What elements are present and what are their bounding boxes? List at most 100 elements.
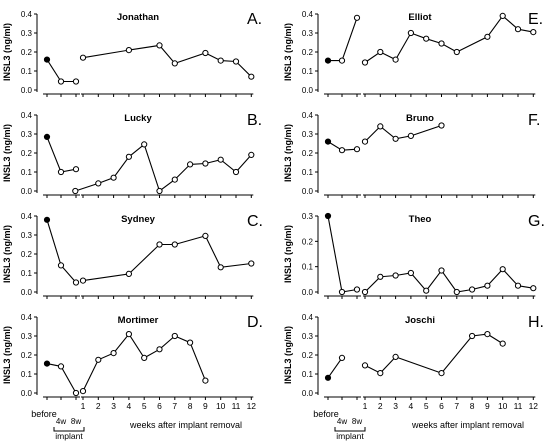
data-point: [423, 287, 430, 294]
x-label-8w: 8w: [71, 417, 81, 426]
data-point: [530, 28, 537, 36]
data-point: [407, 29, 414, 37]
data-point: [110, 350, 117, 357]
y-tick-label: 0.2: [302, 237, 314, 246]
data-point: [377, 123, 384, 130]
panels: 0.0 0.1 0.2 0.3 0.4 INSL3 (ng/ml) Jonathan A. 0.…: [2, 10, 545, 411]
panel-title: Sydney: [121, 214, 156, 225]
y-axis-label: INSL3 (ng/ml): [2, 326, 12, 384]
data-point: [377, 273, 384, 280]
x-tick-label: 1: [363, 401, 368, 411]
data-point: [217, 57, 224, 64]
data-point: [361, 138, 369, 145]
series-line-implant: [46, 136, 77, 173]
data-point: [202, 160, 209, 167]
data-point: [79, 277, 87, 284]
panel-letter: G.: [528, 213, 545, 230]
data-point: [248, 73, 255, 80]
data-point: [353, 146, 361, 153]
series-line-after: [364, 15, 534, 63]
data-point: [338, 147, 346, 154]
x-label-before: before: [31, 409, 57, 419]
data-point: [156, 42, 163, 49]
data-point: [361, 288, 369, 296]
data-point: [338, 57, 346, 64]
data-point: [248, 151, 255, 158]
panel-letter: A.: [247, 11, 262, 28]
data-point: [407, 132, 414, 139]
data-point: [156, 187, 163, 195]
data-point: [72, 389, 80, 397]
data-point: [125, 270, 132, 277]
x-label-before: before: [313, 409, 339, 419]
data-point: [392, 272, 399, 279]
data-point: [324, 374, 332, 381]
y-tick-label: 0.4: [302, 313, 314, 322]
series-line-after: [75, 143, 252, 192]
data-point: [407, 269, 414, 277]
data-point: [377, 48, 384, 56]
panel-letter: C.: [247, 213, 263, 230]
panel-lucky: 0.0 0.1 0.2 0.3 0.4 INSL3 (ng/ml) Lucky B.: [2, 111, 262, 198]
data-point: [338, 354, 346, 361]
panel-letter: F.: [528, 112, 540, 129]
x-label-4w: 4w: [337, 417, 347, 426]
panel-title: Jonathan: [117, 12, 159, 23]
x-label-8w: 8w: [352, 417, 362, 426]
x-tick-label: 8: [470, 401, 475, 411]
y-tick-label: 0.0: [21, 288, 33, 297]
y-tick-label: 0.3: [21, 231, 33, 240]
x-label-implant: implant: [55, 431, 83, 441]
panel-letter: B.: [247, 112, 262, 129]
data-point: [392, 353, 399, 360]
y-tick-label: 0.4: [21, 212, 33, 221]
data-point: [72, 187, 79, 195]
y-tick-label: 0.0: [21, 86, 33, 95]
y-tick-label: 0.4: [21, 111, 33, 120]
panel-theo: 0.0 0.1 0.2 0.3 INSL3 (ng/ml) Theo G.: [283, 212, 545, 299]
data-point: [438, 267, 445, 274]
data-point: [79, 388, 87, 395]
data-point: [484, 331, 491, 338]
panel-title: Lucky: [124, 113, 152, 124]
y-tick-label: 0.1: [21, 67, 33, 76]
y-tick-label: 0.1: [302, 168, 314, 177]
data-point: [57, 262, 65, 269]
y-tick-label: 0.4: [21, 313, 33, 322]
data-point: [187, 161, 194, 168]
y-tick-label: 0.3: [302, 332, 314, 341]
data-point: [499, 266, 506, 273]
y-tick-label: 0.2: [302, 351, 314, 360]
data-point: [377, 370, 384, 377]
data-point: [125, 47, 132, 54]
y-axis-label: INSL3 (ng/ml): [283, 225, 293, 283]
x-tick-label: 10: [216, 401, 226, 411]
series-line-after: [82, 235, 252, 282]
data-point: [353, 286, 361, 293]
y-tick-label: 0.0: [302, 288, 314, 297]
data-point: [484, 282, 491, 289]
data-point: [530, 285, 537, 292]
x-label-4w: 4w: [56, 417, 66, 426]
series-line-implant: [328, 17, 358, 62]
x-tick-label: 2: [96, 401, 101, 411]
data-point: [43, 216, 51, 223]
data-point: [95, 356, 102, 363]
data-point: [353, 14, 361, 21]
implant-bracket: [53, 427, 85, 432]
panel-title: Theo: [409, 214, 432, 225]
x-tick-label: 3: [393, 401, 398, 411]
y-tick-label: 0.0: [21, 187, 33, 196]
y-axis-label: INSL3 (ng/ml): [283, 326, 293, 384]
data-point: [187, 339, 194, 346]
series-line-implant: [327, 215, 358, 293]
x-tick-label: 12: [529, 401, 539, 411]
y-tick-label: 0.2: [21, 48, 33, 57]
data-point: [43, 360, 51, 367]
data-point: [361, 362, 369, 369]
data-point: [171, 241, 178, 248]
x-tick-label: 9: [485, 401, 490, 411]
panel-title: Elliot: [408, 12, 432, 23]
